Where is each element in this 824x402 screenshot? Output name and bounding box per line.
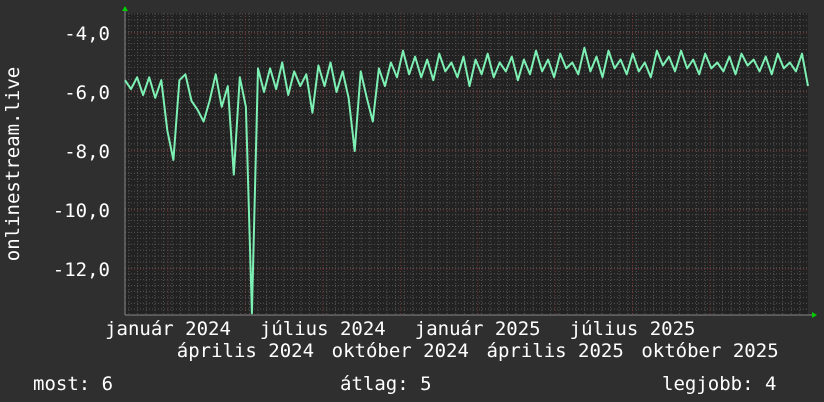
x-tick-label: január 2025: [415, 318, 541, 340]
x-tick-label: október 2024: [332, 340, 469, 362]
x-axis-arrow-icon: [812, 312, 817, 318]
y-tick-label: -4,0: [64, 23, 110, 45]
legend-average: átlag: 5: [340, 373, 432, 395]
x-tick-label: április 2024: [177, 340, 314, 362]
legend-best: legjobb: 4: [662, 373, 777, 395]
x-tick-label: január 2024: [105, 318, 231, 340]
y-axis-label: onlinestream.live: [2, 67, 24, 261]
x-tick-label: október 2025: [641, 340, 778, 362]
x-tick-label: április 2025: [487, 340, 624, 362]
x-tick-label: július 2024: [260, 318, 386, 340]
y-tick-label: -10,0: [53, 200, 110, 222]
y-tick-label: -12,0: [53, 259, 110, 281]
y-tick-label: -8,0: [64, 141, 110, 163]
y-axis-arrow-icon: [122, 6, 128, 11]
series-line: [124, 46, 809, 315]
y-tick-label: -6,0: [64, 82, 110, 104]
x-tick-label: július 2025: [570, 318, 696, 340]
legend-current: most: 6: [33, 373, 114, 395]
